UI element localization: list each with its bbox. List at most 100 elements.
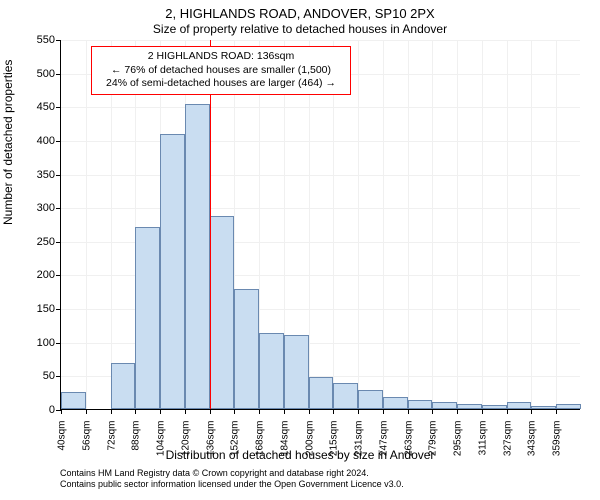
xtick-mark [111,409,112,414]
chart-title-main: 2, HIGHLANDS ROAD, ANDOVER, SP10 2PX [0,6,600,21]
histogram-bar [61,392,86,409]
annotation-line-2: ← 76% of detached houses are smaller (1,… [98,64,344,78]
gridline-h [61,175,580,176]
attribution-line-2: Contains public sector information licen… [60,479,580,490]
xtick-label: 327sqm [502,421,513,481]
reference-line [210,40,211,409]
xtick-mark [358,409,359,414]
histogram-bar [531,406,556,409]
xtick-mark [61,409,62,414]
histogram-bar [111,363,136,409]
gridline-v [556,40,557,409]
gridline-v [383,40,384,409]
histogram-bar [383,397,408,409]
xtick-label: 247sqm [378,421,389,481]
ytick-mark [56,275,61,276]
xtick-mark [259,409,260,414]
xtick-label: 184sqm [279,421,290,481]
ytick-mark [56,309,61,310]
ytick-mark [56,208,61,209]
ytick-mark [56,175,61,176]
histogram-bar [358,390,383,409]
ytick-mark [56,107,61,108]
chart-container: 2, HIGHLANDS ROAD, ANDOVER, SP10 2PX Siz… [0,0,600,500]
xtick-label: 279sqm [428,421,439,481]
xtick-label: 56sqm [81,421,92,481]
gridline-v [482,40,483,409]
histogram-bar [333,383,358,409]
histogram-bar [284,335,309,409]
xtick-label: 168sqm [255,421,266,481]
xtick-mark [507,409,508,414]
histogram-bar [160,134,185,409]
xtick-label: 120sqm [180,421,191,481]
ytick-label: 150 [15,303,55,315]
gridline-v [507,40,508,409]
gridline-v [432,40,433,409]
histogram-bar [457,404,482,409]
xtick-label: 88sqm [131,421,142,481]
gridline-v [333,40,334,409]
xtick-label: 136sqm [205,421,216,481]
ytick-mark [56,74,61,75]
gridline-v [358,40,359,409]
xtick-mark [135,409,136,414]
xtick-label: 104sqm [156,421,167,481]
xtick-label: 359sqm [552,421,563,481]
histogram-bar [309,377,334,409]
xtick-mark [210,409,211,414]
xtick-mark [284,409,285,414]
xtick-label: 72sqm [106,421,117,481]
ytick-label: 350 [15,169,55,181]
histogram-bar [234,289,259,409]
gridline-v [111,40,112,409]
ytick-label: 450 [15,101,55,113]
histogram-bar [408,400,433,409]
ytick-label: 0 [15,404,55,416]
gridline-h [61,208,580,209]
ytick-label: 100 [15,337,55,349]
ytick-mark [56,40,61,41]
xtick-label: 152sqm [230,421,241,481]
ytick-label: 500 [15,68,55,80]
gridline-v [531,40,532,409]
ytick-mark [56,242,61,243]
gridline-v [86,40,87,409]
xtick-mark [234,409,235,414]
chart-title-sub: Size of property relative to detached ho… [0,22,600,36]
xtick-label: 231sqm [354,421,365,481]
gridline-v [408,40,409,409]
xtick-mark [482,409,483,414]
y-axis-label: Number of detached properties [1,60,15,225]
xtick-label: 263sqm [403,421,414,481]
histogram-bar [259,333,284,409]
xtick-mark [160,409,161,414]
xtick-label: 343sqm [527,421,538,481]
ytick-label: 550 [15,34,55,46]
gridline-h [61,40,580,41]
histogram-bar [507,402,532,409]
xtick-mark [185,409,186,414]
xtick-mark [531,409,532,414]
histogram-bar [556,404,581,409]
xtick-mark [556,409,557,414]
histogram-bar [482,405,507,409]
xtick-mark [383,409,384,414]
gridline-v [309,40,310,409]
ytick-label: 200 [15,269,55,281]
xtick-mark [457,409,458,414]
xtick-label: 40sqm [57,421,68,481]
gridline-h [61,107,580,108]
annotation-line-3: 24% of semi-detached houses are larger (… [98,77,344,91]
xtick-label: 311sqm [477,421,488,481]
xtick-mark [86,409,87,414]
histogram-bar [135,227,160,409]
ytick-label: 50 [15,370,55,382]
xtick-mark [408,409,409,414]
xtick-label: 215sqm [329,421,340,481]
ytick-label: 400 [15,135,55,147]
ytick-label: 250 [15,236,55,248]
histogram-bar [185,104,210,409]
ytick-mark [56,141,61,142]
ytick-label: 300 [15,202,55,214]
